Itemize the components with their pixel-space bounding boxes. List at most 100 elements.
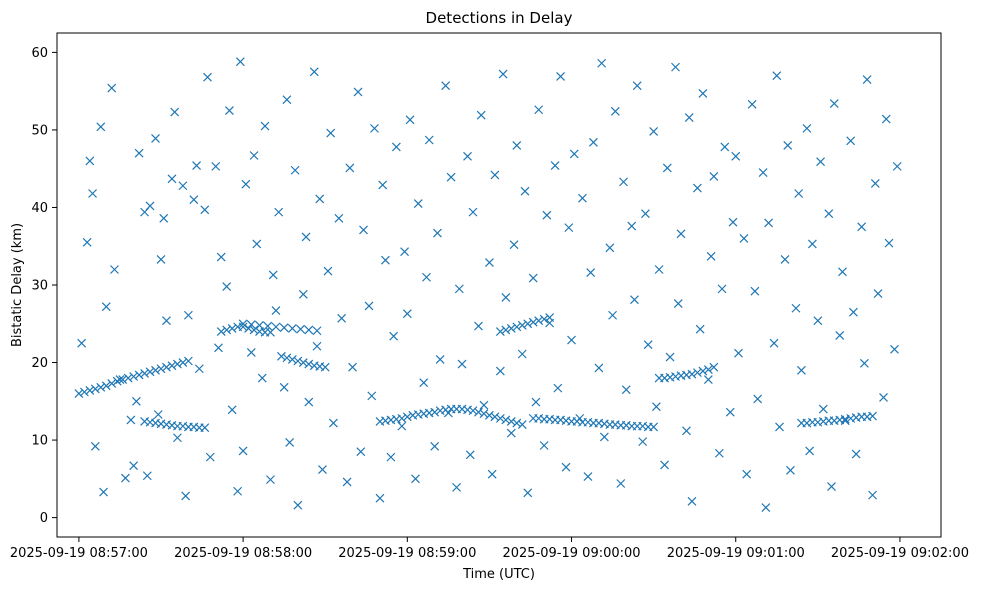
detection-point [287, 355, 297, 364]
detection-point [714, 448, 724, 458]
detection-point [227, 323, 237, 333]
detection-point [200, 423, 210, 433]
detection-point [786, 465, 795, 475]
detection-point [816, 157, 826, 167]
detection-point [868, 490, 878, 500]
detection-point [873, 289, 883, 298]
detection-point [594, 363, 604, 373]
detection-point [405, 115, 415, 125]
detection-point [725, 407, 735, 417]
detection-point [249, 151, 259, 160]
detection-point [183, 310, 193, 320]
detection-point [630, 295, 639, 305]
detection-point [443, 408, 453, 418]
detection-point [145, 367, 155, 377]
detection-point [474, 321, 483, 331]
detection-point [512, 322, 522, 332]
detection-point [99, 487, 108, 497]
detection-point [129, 461, 139, 471]
detection-point [364, 301, 374, 311]
detection-point [454, 284, 464, 294]
detection-point [791, 303, 801, 313]
detection-point [274, 207, 284, 217]
detection-point [367, 391, 377, 401]
detection-point [805, 446, 815, 456]
detection-point [501, 292, 511, 302]
detection-point [501, 325, 511, 335]
detection-point [692, 368, 702, 378]
detection-point [287, 323, 297, 333]
detection-point [684, 113, 694, 122]
detection-point [246, 348, 256, 357]
detection-point [780, 254, 790, 264]
detection-point [126, 415, 136, 425]
detection-point [698, 366, 708, 376]
detection-point [334, 213, 344, 223]
detection-point [476, 110, 486, 120]
detection-point [107, 379, 117, 388]
detection-point [758, 168, 768, 177]
detection-point [468, 406, 478, 416]
detection-point [764, 218, 774, 228]
detection-point [167, 361, 177, 371]
detection-point [851, 449, 861, 459]
detection-point [140, 368, 150, 378]
detection-point [498, 69, 508, 79]
detection-point [337, 313, 347, 323]
detection-point [829, 99, 839, 108]
detection-point [170, 107, 180, 117]
detection-point [216, 252, 226, 262]
detection-point [531, 397, 541, 407]
detection-point [430, 441, 440, 451]
detection-point [818, 404, 828, 414]
detection-point [282, 353, 292, 363]
detection-point [142, 471, 152, 481]
detection-point [183, 356, 193, 366]
detection-point [848, 307, 858, 317]
y-axis-label: Bistatic Delay (km) [10, 223, 25, 347]
detection-point [673, 299, 683, 309]
detection-point [238, 446, 248, 456]
detection-point [753, 394, 763, 404]
detection-point [608, 310, 618, 320]
detection-point [881, 114, 891, 124]
points-layer [74, 57, 902, 512]
detection-point [90, 384, 100, 394]
detection-point [769, 338, 779, 348]
detection-point [424, 135, 434, 145]
detection-point [775, 422, 784, 432]
detection-point [77, 338, 87, 348]
detection-point [463, 151, 472, 161]
detection-point [517, 420, 527, 429]
detection-point [312, 326, 322, 336]
detection-point [588, 137, 598, 147]
detection-point [263, 321, 273, 331]
detection-point [892, 161, 902, 171]
detection-point [74, 389, 84, 398]
detection-point [520, 186, 530, 196]
detection-point [304, 359, 314, 369]
detection-point [260, 121, 270, 131]
detection-point [200, 205, 210, 215]
detection-point [85, 156, 95, 166]
detection-point [827, 482, 836, 492]
detection-point [610, 106, 620, 116]
detection-point [545, 318, 555, 328]
detection-point [597, 58, 607, 68]
detection-point [419, 378, 429, 388]
detection-point [698, 89, 708, 98]
detection-point [813, 316, 823, 326]
detection-point [534, 316, 544, 326]
x-axis: 2025-09-19 08:57:00 2025-09-19 08:58:00 20… [10, 537, 969, 561]
detection-point [151, 365, 160, 375]
detection-point [706, 251, 716, 261]
y-tick-label: 30 [31, 279, 48, 294]
detection-point [649, 127, 659, 136]
detection-point [709, 362, 719, 372]
detection-point [640, 209, 650, 219]
detection-point [649, 422, 659, 432]
detection-point [660, 460, 670, 470]
detection-point [512, 141, 522, 150]
detection-point [564, 223, 574, 233]
